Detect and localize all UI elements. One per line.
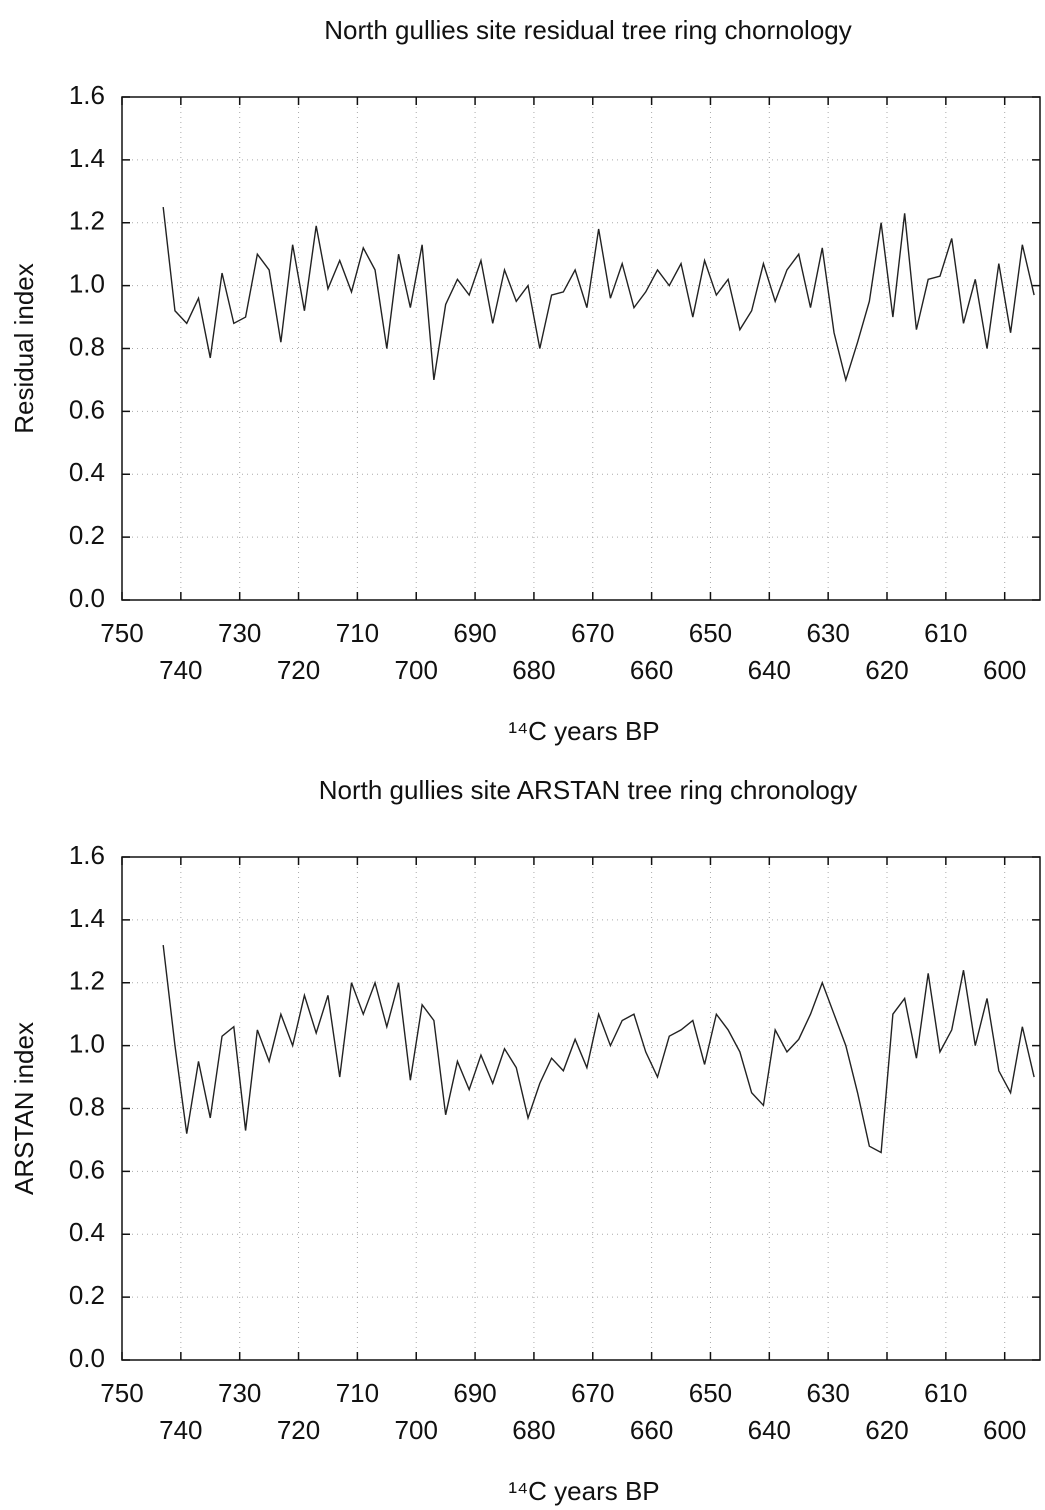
x-tick-label: 620: [865, 1415, 908, 1445]
y-tick-label: 0.6: [69, 1154, 105, 1184]
x-tick-label: 690: [453, 618, 496, 648]
y-tick-label: 0.4: [69, 1217, 105, 1247]
x-tick-label: 630: [806, 1378, 849, 1408]
x-tick-label: 700: [395, 655, 438, 685]
plot-frame: [121, 856, 1041, 1361]
y-tick-label: 0.8: [69, 331, 105, 361]
x-tick-label: 640: [748, 1415, 791, 1445]
y-tick-label: 0.0: [69, 583, 105, 613]
x-tick-label: 750: [100, 618, 143, 648]
y-tick-label: 1.2: [69, 206, 105, 236]
x-tick-label: 620: [865, 655, 908, 685]
y-tick-label: 1.6: [69, 840, 105, 870]
x-tick-label: 610: [924, 618, 967, 648]
x-tick-label: 670: [571, 1378, 614, 1408]
y-axis-label: ARSTAN index: [9, 1022, 39, 1195]
y-tick-label: 0.4: [69, 457, 105, 487]
x-tick-label: 710: [336, 1378, 379, 1408]
x-tick-label: 610: [924, 1378, 967, 1408]
x-tick-label: 600: [983, 1415, 1026, 1445]
x-tick-label: 680: [512, 655, 555, 685]
y-tick-label: 1.4: [69, 143, 105, 173]
y-tick-label: 0.2: [69, 1280, 105, 1310]
chart-title: North gullies site ARSTAN tree ring chro…: [319, 775, 858, 805]
x-tick-label: 650: [689, 618, 732, 648]
plot-frame: [121, 96, 1041, 601]
x-tick-label: 650: [689, 1378, 732, 1408]
y-tick-label: 1.6: [69, 80, 105, 110]
x-tick-label: 720: [277, 1415, 320, 1445]
x-tick-label: 730: [218, 618, 261, 648]
x-axis-label: ¹⁴C years BP: [508, 1476, 659, 1506]
chart-title: North gullies site residual tree ring ch…: [324, 15, 852, 45]
x-tick-label: 680: [512, 1415, 555, 1445]
x-tick-label: 720: [277, 655, 320, 685]
x-tick-label: 630: [806, 618, 849, 648]
x-tick-label: 710: [336, 618, 379, 648]
x-tick-label: 670: [571, 618, 614, 648]
y-tick-label: 0.0: [69, 1343, 105, 1373]
x-axis-label: ¹⁴C years BP: [508, 716, 659, 746]
x-tick-label: 700: [395, 1415, 438, 1445]
y-tick-label: 1.0: [69, 269, 105, 299]
x-tick-label: 690: [453, 1378, 496, 1408]
x-tick-label: 600: [983, 655, 1026, 685]
x-tick-label: 740: [159, 655, 202, 685]
y-tick-label: 1.4: [69, 903, 105, 933]
x-tick-label: 730: [218, 1378, 261, 1408]
y-axis-label: Residual index: [9, 263, 39, 434]
y-tick-label: 0.2: [69, 520, 105, 550]
data-line: [162, 944, 1035, 1154]
x-tick-label: 740: [159, 1415, 202, 1445]
x-tick-label: 750: [100, 1378, 143, 1408]
y-tick-label: 0.8: [69, 1091, 105, 1121]
x-tick-label: 660: [630, 1415, 673, 1445]
y-tick-label: 1.0: [69, 1029, 105, 1059]
data-line: [162, 206, 1035, 383]
x-tick-label: 640: [748, 655, 791, 685]
y-tick-label: 0.6: [69, 394, 105, 424]
y-tick-label: 1.2: [69, 966, 105, 996]
x-tick-label: 660: [630, 655, 673, 685]
